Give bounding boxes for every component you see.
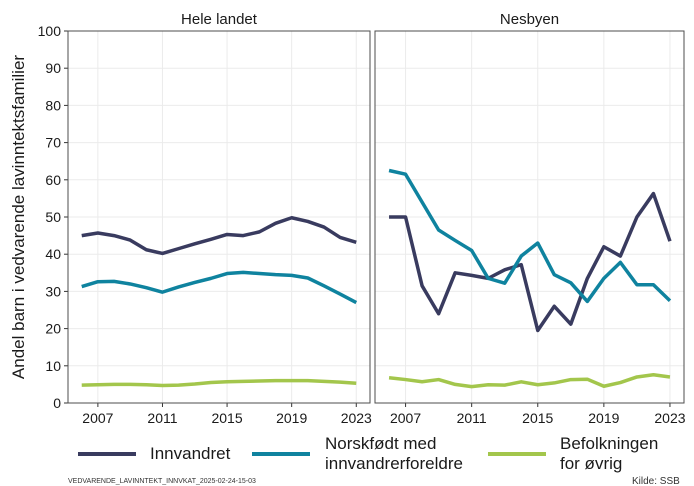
panel-border bbox=[374, 30, 685, 404]
line-series bbox=[389, 191, 672, 333]
x-tick-label: 2023 bbox=[341, 410, 372, 426]
x-tick-label: 2015 bbox=[522, 410, 553, 426]
source: Kilde: SSB bbox=[632, 476, 680, 486]
panel-border bbox=[67, 30, 371, 404]
y-tick-label: 0 bbox=[53, 395, 61, 411]
x-tick-label: 2019 bbox=[276, 410, 307, 426]
y-tick-label: 70 bbox=[45, 135, 61, 151]
x-tick-label: 2011 bbox=[457, 410, 487, 426]
line-series bbox=[81, 270, 358, 305]
legend-label: Innvandret bbox=[150, 444, 231, 463]
legend-label: Befolkningen for øvrig bbox=[560, 434, 659, 473]
y-tick-label: 40 bbox=[45, 246, 61, 262]
y-tick-label: 60 bbox=[45, 172, 61, 188]
line-series bbox=[388, 168, 672, 304]
panel-title: Nesbyen bbox=[500, 11, 559, 28]
y-tick-label: 50 bbox=[45, 209, 61, 225]
panel-title: Hele landet bbox=[181, 11, 258, 28]
line-series bbox=[388, 372, 671, 389]
x-tick-label: 2007 bbox=[82, 410, 113, 426]
y-tick-label: 90 bbox=[45, 60, 61, 76]
line-series bbox=[81, 215, 357, 256]
y-tick-label: 10 bbox=[45, 358, 61, 374]
y-tick-label: 100 bbox=[38, 23, 62, 39]
x-tick-label: 2015 bbox=[211, 410, 242, 426]
y-tick-label: 80 bbox=[45, 97, 61, 113]
x-tick-label: 2019 bbox=[588, 410, 619, 426]
y-tick-label: 20 bbox=[45, 321, 61, 337]
y-tick-label: 30 bbox=[45, 283, 61, 299]
caption: VEDVARENDE_LAVINNTEKT_INNVKAT_2025-02-24… bbox=[68, 478, 256, 485]
x-tick-label: 2023 bbox=[654, 410, 685, 426]
x-tick-label: 2011 bbox=[147, 410, 177, 426]
legend-label: Norskfødt med innvandrerforeldre bbox=[325, 434, 463, 473]
y-axis-label: Andel barn i vedvarende lavinntektsfamil… bbox=[9, 55, 28, 379]
x-tick-label: 2007 bbox=[390, 410, 421, 426]
line-series bbox=[81, 378, 357, 388]
